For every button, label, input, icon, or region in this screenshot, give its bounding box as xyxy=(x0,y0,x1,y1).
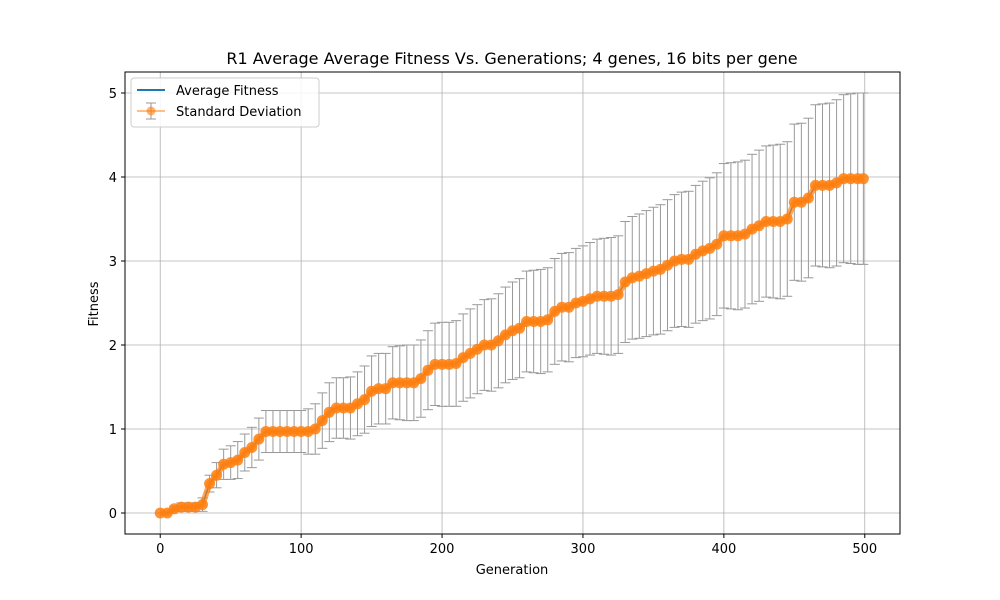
y-tick-label: 3 xyxy=(109,255,117,270)
y-tick-label: 0 xyxy=(109,507,117,522)
x-tick-label: 300 xyxy=(571,542,596,557)
x-tick-label: 400 xyxy=(711,542,736,557)
data-point xyxy=(781,213,793,225)
data-point xyxy=(612,289,624,301)
y-axis-label: Fitness xyxy=(87,281,102,326)
y-tick-label: 1 xyxy=(109,423,117,438)
data-point xyxy=(246,441,258,453)
legend: Average Fitness Standard Deviation xyxy=(130,77,320,128)
y-tick-label: 5 xyxy=(109,87,117,102)
error-bars xyxy=(155,92,869,514)
data-point xyxy=(542,314,554,326)
data-point xyxy=(253,433,265,445)
data-point xyxy=(309,423,321,435)
data-point xyxy=(857,173,869,185)
chart-title: R1 Average Average Fitness Vs. Generatio… xyxy=(226,49,797,68)
data-point xyxy=(197,499,208,511)
y-tick-label: 2 xyxy=(109,339,117,354)
data-point xyxy=(232,454,244,466)
data-point xyxy=(211,469,223,481)
markers xyxy=(154,173,869,519)
data-point xyxy=(316,415,328,427)
data-point xyxy=(359,394,371,406)
legend-label-average: Average Fitness xyxy=(176,84,279,99)
x-axis-label: Generation xyxy=(476,563,549,578)
x-tick-label: 0 xyxy=(156,542,164,557)
data-point xyxy=(711,238,723,250)
x-tick-label: 200 xyxy=(430,542,455,557)
plot-frame xyxy=(124,71,901,535)
legend-box xyxy=(130,77,320,128)
x-tick-label: 500 xyxy=(852,542,877,557)
legend-marker-swatch xyxy=(146,106,156,116)
data-point xyxy=(802,192,814,204)
data-point xyxy=(204,478,216,490)
data-point xyxy=(514,322,526,334)
x-tick-label: 100 xyxy=(289,542,314,557)
legend-label-stddev: Standard Deviation xyxy=(176,105,301,120)
axes: 0 100 200 300 400 500 0 1 2 3 4 5 xyxy=(109,71,901,557)
y-tick-label: 4 xyxy=(109,171,117,186)
data-point xyxy=(415,373,427,385)
